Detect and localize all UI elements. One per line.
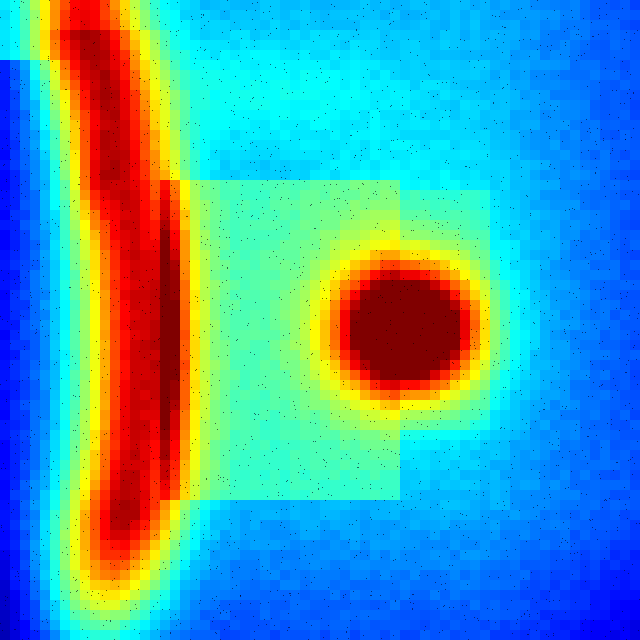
heatmap-image	[0, 0, 640, 640]
heatmap-canvas	[0, 0, 640, 640]
